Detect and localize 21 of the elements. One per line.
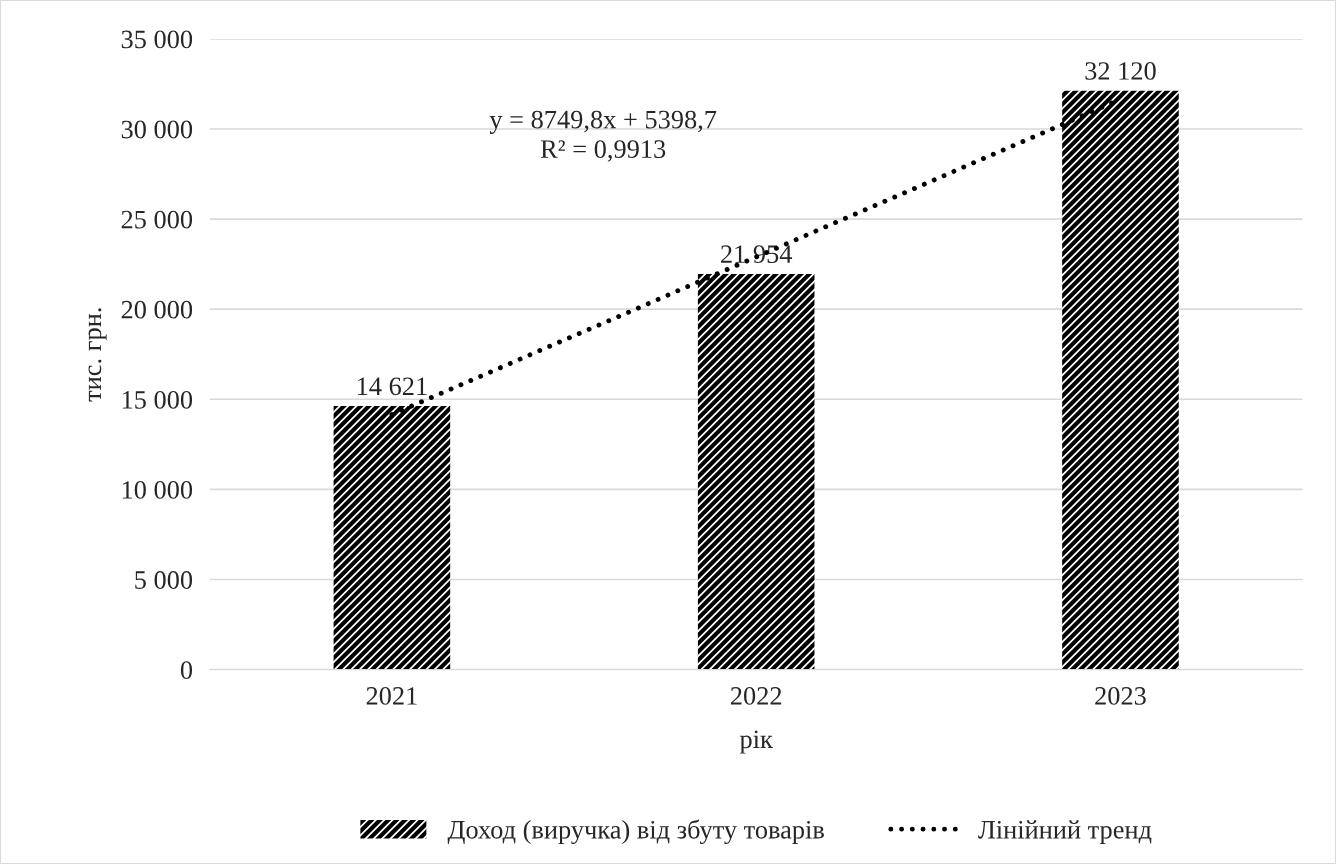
y-tick-label: 15 000 — [122, 390, 193, 409]
data-label: 32 120 — [1085, 62, 1156, 80]
y-tick-label: 0 — [180, 661, 193, 680]
y-tick-label: 5 000 — [135, 571, 193, 589]
y-tick-label: 30 000 — [121, 120, 193, 139]
x-tick-label: 2022 — [730, 687, 782, 705]
y-tick-label: 25 000 — [121, 210, 193, 229]
y-tick-label: 20 000 — [121, 300, 193, 319]
data-label: 14 621 — [357, 377, 427, 396]
bar — [1062, 90, 1179, 670]
x-tick-label: 2021 — [366, 687, 417, 705]
legend-label: Доход (виручка) від збуту товарів — [447, 819, 824, 845]
legend-label: Лінійний тренд — [978, 820, 1152, 844]
x-axis-title: рік — [739, 730, 773, 754]
bar — [333, 406, 451, 670]
y-tick-label: 35 000 — [121, 30, 193, 49]
annotation: y = 8749,8x + 5398,7 R² = 0,9913 — [489, 110, 717, 162]
x-tick-label: 2023 — [1095, 687, 1146, 705]
y-tick-label: 10 000 — [122, 481, 193, 499]
bar — [697, 273, 815, 670]
y-axis-title: тис. грн. — [88, 308, 107, 402]
